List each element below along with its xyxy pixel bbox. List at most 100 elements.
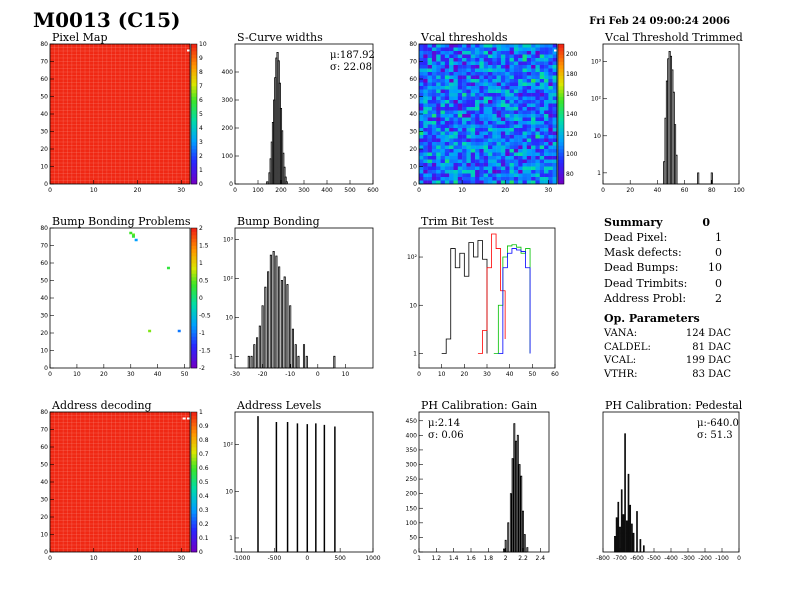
colorbar-step: [558, 61, 564, 66]
heat-cell: [522, 145, 528, 150]
heat-cell: [470, 128, 476, 132]
heat-cell: [431, 170, 437, 174]
heat-cell: [440, 166, 446, 171]
heat-cell: [518, 117, 523, 122]
heat-cell: [496, 79, 502, 83]
colorbar-step: [191, 457, 197, 462]
heat-cell: [492, 128, 497, 132]
heat-cell: [462, 51, 467, 55]
colorbar-step: [191, 531, 197, 535]
heat-cell: [526, 152, 532, 157]
heat-cell: [479, 107, 484, 111]
heat-cell: [483, 124, 489, 129]
heat-cell: [440, 159, 446, 164]
heat-cell: [466, 58, 471, 62]
heat-cell: [427, 51, 433, 55]
heat-cell: [475, 124, 480, 129]
pixel-map-grid: [50, 44, 190, 184]
heat-cell: [518, 145, 523, 150]
heat-cell: [466, 149, 471, 153]
y-tick-label: 30: [40, 129, 48, 136]
heat-cell: [470, 89, 476, 94]
colorbar-tick-label: 2: [199, 225, 203, 232]
heat-cell: [431, 152, 437, 157]
heat-cell: [479, 163, 484, 167]
colorbar-frame: [557, 43, 565, 185]
x-tick-label: 20: [501, 187, 509, 194]
heat-cell: [544, 54, 549, 59]
heat-cell: [423, 107, 428, 111]
x-tick-label: -10: [285, 371, 295, 378]
heat-cell: [518, 166, 523, 171]
address-decoding-title: Address decoding: [51, 399, 152, 412]
heat-cell: [470, 82, 476, 87]
colorbar-step: [191, 545, 197, 549]
heat-cell: [500, 145, 506, 150]
heat-cell: [513, 173, 519, 178]
heat-cell: [466, 89, 471, 94]
colorbar-tick-label: 80: [566, 171, 574, 178]
heat-cell: [500, 93, 506, 97]
colorbar-tick-label: -1.5: [199, 348, 211, 355]
heat-cell: [466, 107, 471, 111]
heat-cell: [444, 173, 450, 178]
heat-cell: [470, 68, 476, 73]
heat-cell: [531, 100, 536, 104]
heat-cell: [488, 166, 493, 171]
heat-cell: [513, 100, 519, 104]
colorbar-step: [191, 235, 197, 239]
heat-cell: [423, 121, 428, 125]
heat-cell: [440, 107, 446, 111]
colorbar-step: [191, 252, 197, 257]
heat-cell: [548, 180, 553, 185]
y-tick-label: 10: [593, 133, 601, 140]
heat-cell: [526, 156, 532, 160]
special-cell: [182, 417, 186, 420]
colorbar-step: [191, 245, 197, 250]
heat-cell: [423, 163, 428, 167]
y-tick-label: 1: [229, 353, 233, 360]
heat-cell: [475, 156, 480, 160]
heat-cell: [475, 96, 480, 101]
heat-cell: [548, 177, 553, 181]
colorbar-step: [558, 44, 564, 48]
heat-cell: [505, 86, 510, 90]
colorbar-tick-label: 1: [199, 409, 203, 416]
heat-cell: [479, 86, 484, 90]
heat-cell: [470, 79, 476, 83]
heat-cell: [449, 180, 454, 185]
heat-cell: [488, 177, 493, 181]
colorbar-step: [191, 538, 197, 542]
heat-cell: [444, 117, 450, 122]
heat-cell: [531, 173, 536, 178]
heat-cell: [552, 107, 558, 111]
special-cell: [554, 49, 557, 52]
heat-cell: [431, 173, 437, 178]
heat-cell: [440, 65, 446, 69]
panel-ph-pedestal: PH Calibration: Pedestal-800 -700 -600 -500…: [596, 399, 743, 562]
heat-cell: [548, 131, 553, 136]
heat-cell: [505, 173, 510, 178]
x-tick-label: 0: [417, 371, 421, 378]
heat-cell: [479, 75, 484, 80]
colorbar-step: [191, 75, 197, 80]
heat-cell: [475, 163, 480, 167]
trim-bit-test-series-0: [441, 240, 488, 354]
colorbar-step: [558, 124, 564, 129]
heat-cell: [531, 107, 536, 111]
colorbar-step: [558, 114, 564, 118]
heat-cell: [531, 96, 536, 101]
heat-cell: [475, 121, 480, 125]
colorbar-step: [558, 96, 564, 101]
heat-cell: [552, 47, 558, 52]
heat-cell: [539, 163, 545, 167]
heat-cell: [483, 170, 489, 174]
heat-cell: [475, 107, 480, 111]
heat-cell: [505, 114, 510, 118]
heat-cell: [492, 149, 497, 153]
colorbar-step: [191, 149, 197, 153]
heat-cell: [496, 82, 502, 87]
special-cell: [187, 417, 190, 420]
heat-cell: [488, 173, 493, 178]
